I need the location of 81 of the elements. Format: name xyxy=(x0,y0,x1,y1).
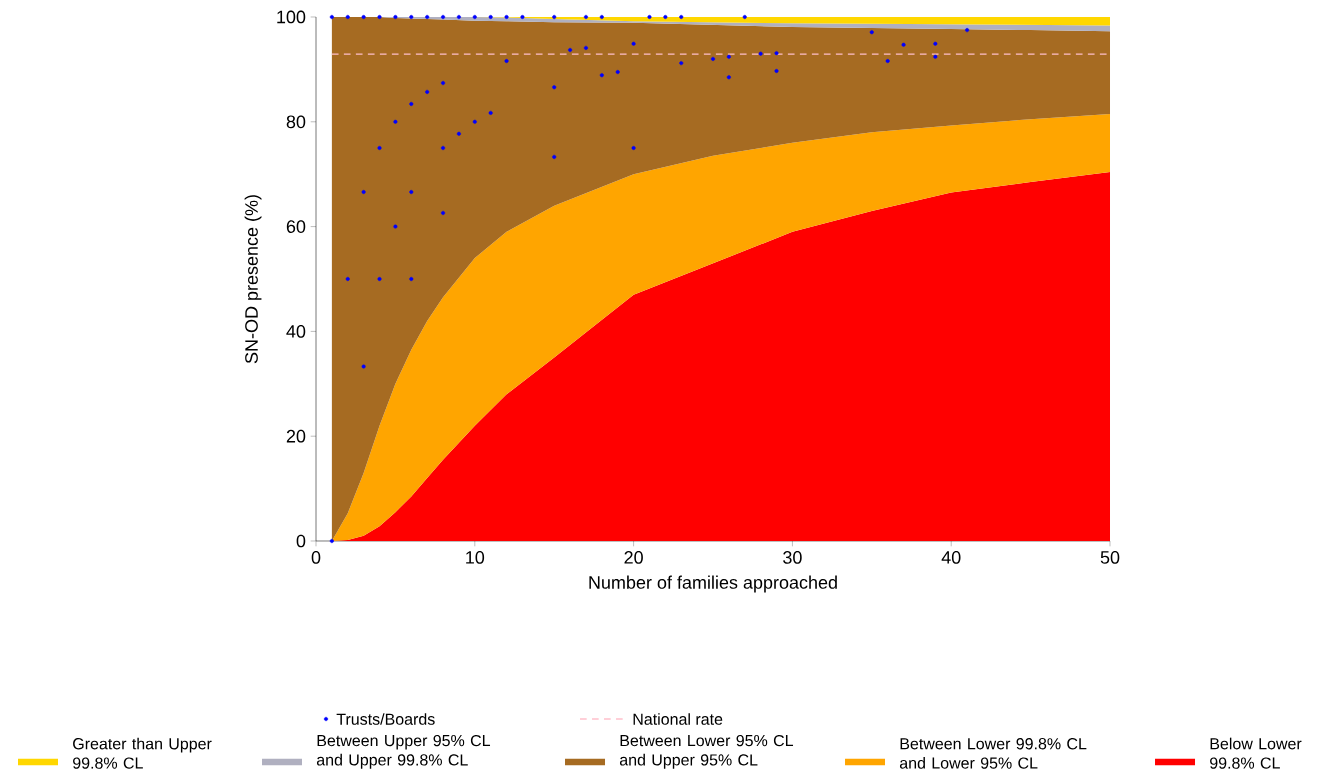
point xyxy=(504,14,509,19)
point xyxy=(472,119,477,124)
point xyxy=(441,14,446,19)
point xyxy=(711,56,716,61)
point xyxy=(488,110,493,115)
point xyxy=(615,70,620,75)
point xyxy=(965,28,970,33)
point xyxy=(441,145,446,150)
legend-label: Below Lower 99.8% CL xyxy=(1210,737,1302,769)
point xyxy=(345,14,350,19)
point xyxy=(361,190,366,195)
point xyxy=(456,14,461,19)
point xyxy=(329,14,334,19)
point xyxy=(409,101,414,106)
point xyxy=(869,30,874,35)
point xyxy=(409,276,414,281)
point xyxy=(568,48,573,53)
point xyxy=(758,51,763,56)
point xyxy=(425,14,430,19)
point xyxy=(552,14,557,19)
x-tick-label: 10 xyxy=(466,551,485,564)
y-tick-label: 20 xyxy=(286,429,306,443)
point xyxy=(726,54,731,59)
point xyxy=(377,145,382,150)
point xyxy=(885,59,890,64)
point xyxy=(393,119,398,124)
x-tick-label: 20 xyxy=(624,551,643,564)
point xyxy=(631,41,636,46)
x-tick-label: 30 xyxy=(783,551,802,564)
point xyxy=(393,14,398,19)
legend-label: Between Lower 99.8% CL and Lower 95% CL xyxy=(899,738,1087,769)
legend-label: National rate xyxy=(633,713,723,725)
point xyxy=(647,14,652,19)
point xyxy=(933,54,938,59)
point xyxy=(679,14,684,19)
point xyxy=(552,85,557,90)
legend-label: Between Upper 95% CL and Upper 99.8% CL xyxy=(316,734,491,769)
point xyxy=(377,276,382,281)
point xyxy=(472,14,477,19)
point xyxy=(631,145,636,150)
point xyxy=(504,59,509,64)
point xyxy=(599,73,604,78)
y-tick-label: 100 xyxy=(277,10,306,24)
x-tick-label: 50 xyxy=(1100,551,1120,564)
y-tick-label: 60 xyxy=(286,220,306,233)
point xyxy=(456,131,461,136)
point xyxy=(361,364,366,369)
point xyxy=(345,276,350,281)
point xyxy=(663,14,668,19)
point xyxy=(361,14,366,19)
point xyxy=(520,14,525,19)
point xyxy=(583,45,588,50)
legend-label: Between Lower 95% CL and Upper 95% CL xyxy=(619,734,794,769)
point xyxy=(377,14,382,19)
point xyxy=(393,224,398,229)
point xyxy=(441,210,446,215)
point xyxy=(901,42,906,47)
legend-label: Trusts/Boards xyxy=(336,713,435,725)
x-axis-title: Number of families approached xyxy=(589,575,837,593)
point xyxy=(583,14,588,19)
point xyxy=(409,190,414,195)
y-axis-title: SN-OD presence (%) xyxy=(244,195,262,364)
point xyxy=(409,14,414,19)
point xyxy=(933,41,938,46)
point xyxy=(552,154,557,159)
x-tick-label: 40 xyxy=(941,551,961,564)
x-tick-label: 0 xyxy=(311,551,321,564)
point xyxy=(329,538,334,543)
y-tick-label: 0 xyxy=(296,534,306,548)
point xyxy=(742,14,747,19)
legend-label: Greater than Upper 99.8% CL xyxy=(73,737,212,769)
point xyxy=(726,75,731,80)
point xyxy=(774,51,779,56)
point xyxy=(679,61,684,66)
y-tick-label: 80 xyxy=(286,115,306,129)
point xyxy=(425,89,430,94)
point xyxy=(488,14,493,19)
point xyxy=(441,81,446,86)
point xyxy=(774,68,779,73)
y-tick-label: 40 xyxy=(286,325,306,338)
point xyxy=(599,14,604,19)
